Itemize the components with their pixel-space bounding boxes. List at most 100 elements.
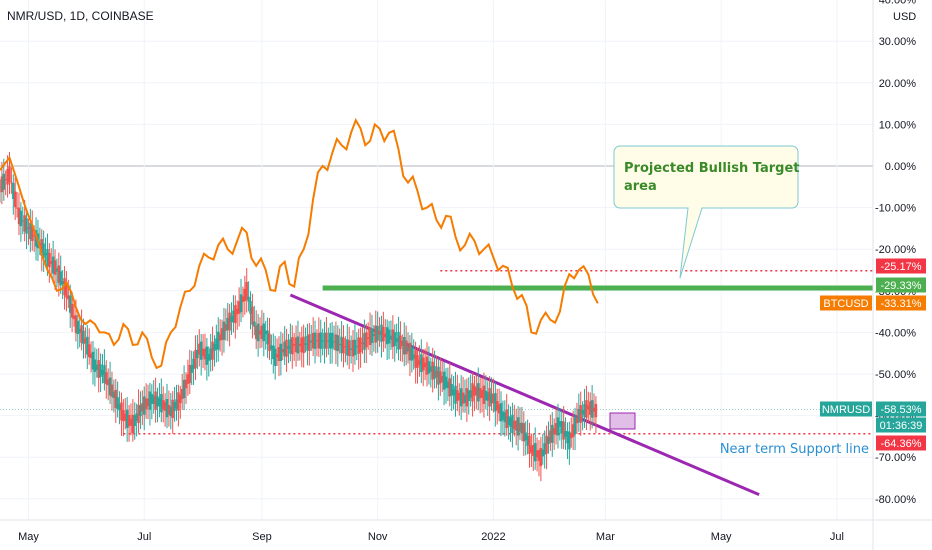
nmr-candle-body — [256, 323, 260, 342]
nmr-candle-body — [533, 443, 537, 462]
nmr-candle-body — [535, 450, 539, 458]
nmr-candle-body — [399, 335, 402, 350]
nmr-candle-body — [594, 403, 598, 418]
nmr-candle-body — [224, 324, 228, 331]
price-tag-value: -29.33% — [881, 280, 922, 292]
nmr-candle-body — [583, 404, 586, 418]
nmr-candle-body — [480, 389, 484, 398]
nmr-candle-body — [215, 338, 218, 350]
nmr-candle-body — [435, 370, 438, 378]
nmr-candle-body — [17, 207, 21, 225]
nmr-candle-body — [264, 330, 267, 335]
nmr-candle-body — [131, 414, 135, 434]
nmr-candle-body — [444, 376, 448, 388]
nmr-candle-body — [330, 332, 334, 349]
nmr-candle-body — [456, 390, 459, 402]
nmr-candle-body — [590, 400, 594, 418]
nmr-candle-body — [112, 391, 116, 399]
nmr-candle-body — [234, 305, 237, 324]
nmr-candle-body — [539, 448, 543, 467]
nmr-candle-body — [201, 348, 205, 357]
nmr-candle-body — [277, 347, 281, 362]
nmr-candle-body — [275, 354, 279, 358]
nmr-candle-body — [163, 402, 167, 411]
nmr-candle-body — [448, 378, 451, 397]
nmr-candle-body — [27, 227, 30, 230]
nmr-candle-body — [74, 315, 78, 333]
nmr-candle-body — [359, 337, 362, 353]
nmr-candle-body — [463, 395, 467, 403]
nmr-candle-body — [401, 342, 404, 347]
nmr-candle-body — [228, 312, 231, 331]
nmr-candle-body — [442, 371, 446, 390]
nmr-candle-body — [89, 353, 93, 359]
nmr-candle-body — [554, 423, 558, 435]
nmr-candle-body — [573, 416, 577, 435]
nmr-candle-body — [196, 349, 199, 359]
nmr-candle-body — [537, 450, 541, 461]
nmr-candle-body — [268, 333, 271, 352]
nmr-candle-body — [87, 344, 91, 358]
nmr-candle-body — [342, 337, 345, 354]
nmr-candle-body — [0, 186, 2, 188]
nmr-candle-body — [106, 379, 110, 386]
nmr-candle-body — [15, 207, 19, 209]
nmr-candle-body — [302, 336, 305, 354]
nmr-candle-body — [289, 339, 292, 354]
nmr-candle-body — [431, 361, 434, 380]
nmr-candle-body — [209, 348, 212, 360]
nmr-candle-body — [520, 422, 524, 434]
nmr-candle-body — [429, 366, 433, 372]
nmr-candle-body — [110, 384, 114, 397]
nmr-candle-body — [8, 166, 11, 183]
nmr-candle-body — [336, 335, 340, 352]
series-label-box — [820, 295, 872, 311]
nmr-candle-body — [575, 417, 579, 424]
nmr-candle-body — [515, 420, 518, 431]
nmr-candle-body — [311, 333, 315, 349]
nmr-candle-body — [61, 280, 64, 284]
nmr-candle-body — [348, 340, 351, 357]
nmr-candle-body — [279, 343, 283, 361]
nmr-candle-body — [10, 182, 13, 184]
nmr-candle-body — [287, 346, 290, 349]
nmr-candle-body — [475, 387, 478, 396]
nmr-candle-body — [471, 383, 474, 402]
y-tick-label: -10.00% — [875, 203, 916, 215]
nmr-candle-body — [497, 404, 501, 414]
nmr-candle-body — [146, 398, 150, 407]
nmr-candle-body — [165, 398, 169, 418]
nmr-candle-body — [372, 333, 376, 337]
y-tick-label: 0.00% — [885, 161, 916, 173]
nmr-candle-body — [160, 393, 163, 413]
series-lines — [0, 117, 599, 370]
nmr-candle-body — [258, 330, 262, 335]
nmr-candle-body — [378, 330, 381, 334]
nmr-candle-body — [101, 369, 104, 375]
nmr-candle-body — [120, 402, 123, 421]
x-tick-label: Mar — [596, 531, 615, 543]
nmr-candle-body — [273, 348, 277, 366]
nmr-candle-body — [13, 191, 17, 208]
nmr-candle-body — [50, 261, 53, 264]
annotations: Projected Bullish Target area Near term Su… — [609, 145, 869, 457]
nmr-candle-body — [404, 340, 408, 355]
nmr-candle-body — [253, 321, 256, 327]
nmr-candle-body — [374, 325, 377, 343]
callout-bubble — [613, 145, 799, 279]
nmr-candle-body — [232, 310, 235, 323]
nmr-candle-body — [188, 364, 191, 384]
price-tag-box — [876, 435, 926, 451]
nmr-candle-body — [478, 388, 482, 399]
nmr-candle-body — [313, 332, 317, 349]
nmr-candle-body — [454, 385, 457, 404]
nmr-candle-body — [127, 414, 131, 427]
nmr-candle-body — [44, 253, 47, 256]
nmr-candle-body — [450, 384, 453, 396]
nmr-candle-body — [530, 445, 533, 453]
nmr-candle-body — [300, 337, 303, 353]
price-tag-value: -64.36% — [881, 438, 922, 450]
nmr-candle-body — [469, 390, 472, 398]
